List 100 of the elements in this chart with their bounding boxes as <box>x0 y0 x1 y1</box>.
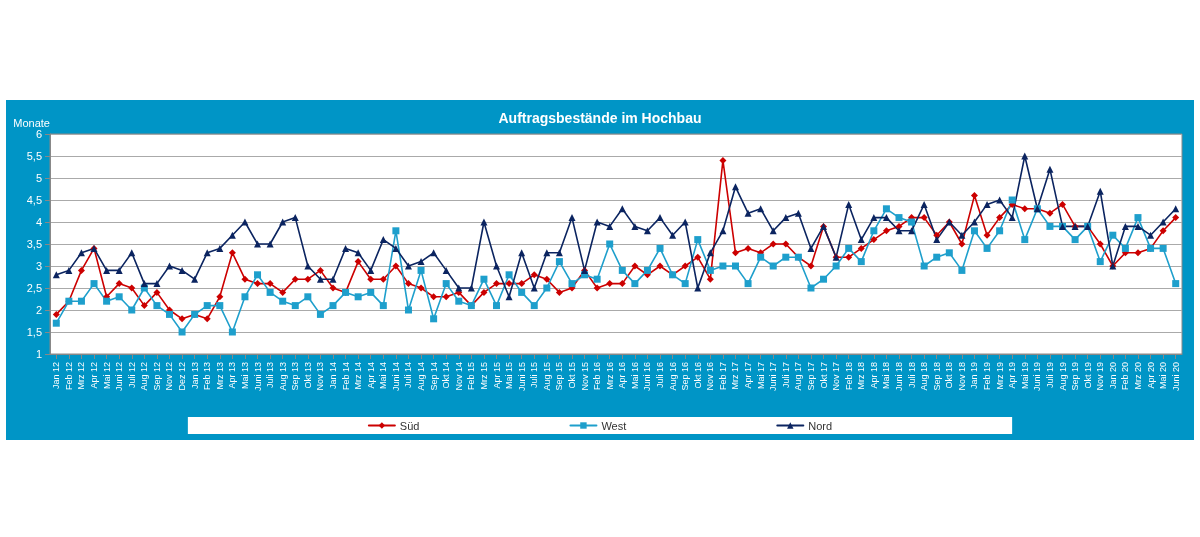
legend-label: Süd <box>399 419 420 432</box>
x-tick-label: Okt 17 <box>818 362 829 389</box>
x-tick-label: Aug 18 <box>919 362 930 391</box>
x-tick-label: Mai 18 <box>881 362 892 390</box>
x-tick-label: Apr 19 <box>1007 362 1018 389</box>
x-tick-label: Juli 17 <box>780 362 791 389</box>
x-tick-label: Mai 14 <box>378 362 389 390</box>
x-tick-label: Feb 16 <box>592 362 603 391</box>
x-tick-label: Aug 17 <box>793 362 804 391</box>
x-tick-label: Apr 18 <box>868 362 879 389</box>
y-tick-label: 3,5 <box>26 238 42 250</box>
x-tick-label: Feb 12 <box>63 362 74 391</box>
x-tick-label: Sep 12 <box>151 362 162 391</box>
x-tick-label: Feb 14 <box>340 362 351 391</box>
x-tick-label: Apr 20 <box>1145 362 1156 389</box>
x-tick-label: Apr 15 <box>491 362 502 389</box>
x-tick-label: Mai 19 <box>1019 362 1030 390</box>
y-tick-label: 2,5 <box>26 282 42 294</box>
x-tick-label: Mrz 18 <box>856 362 867 390</box>
x-tick-label: Mrz 16 <box>604 362 615 390</box>
x-tick-label: Jan 20 <box>1107 362 1118 390</box>
x-tick-label: Okt 15 <box>566 362 577 389</box>
y-axis-title: Monate <box>13 117 50 130</box>
x-tick-label: Juli 13 <box>265 362 276 389</box>
x-tick-label: Okt 18 <box>944 362 955 389</box>
x-tick-label: Juli 16 <box>655 362 666 389</box>
y-tick-label: 6 <box>35 128 42 140</box>
y-tick-label: 4 <box>35 216 42 228</box>
x-tick-label: Apr 14 <box>365 362 376 389</box>
x-tick-label: Mrz 17 <box>730 362 741 390</box>
x-tick-label: Nov 18 <box>956 362 967 391</box>
x-tick-label: Sep 19 <box>1070 362 1081 391</box>
y-tick-label: 1 <box>35 348 42 360</box>
y-tick-label: 5,5 <box>26 150 42 162</box>
y-tick-label: 2 <box>35 304 42 316</box>
x-tick-label: Aug 12 <box>139 362 150 391</box>
x-tick-label: Okt 19 <box>1082 362 1093 389</box>
x-tick-label: Jan 13 <box>189 362 200 390</box>
x-tick-label: Juni 16 <box>642 362 653 392</box>
x-tick-label: Feb 20 <box>1120 362 1131 391</box>
x-tick-label: Feb 13 <box>202 362 213 391</box>
y-tick-label: 4,5 <box>26 194 42 206</box>
x-tick-label: Jan 19 <box>969 362 980 390</box>
x-tick-label: Juni 13 <box>252 362 263 392</box>
x-tick-label: Apr 17 <box>743 362 754 389</box>
x-tick-label: Feb 18 <box>843 362 854 391</box>
x-tick-label: Juni 14 <box>390 362 401 392</box>
x-tick-label: Juli 14 <box>403 362 414 389</box>
x-tick-label: Okt 13 <box>302 362 313 389</box>
x-tick-label: Nov 16 <box>705 362 716 391</box>
y-tick-label: 5 <box>35 172 42 184</box>
x-tick-label: Feb 15 <box>466 362 477 391</box>
legend-label: West <box>601 419 627 432</box>
x-tick-label: Juni 19 <box>1032 362 1043 392</box>
x-tick-label: Mrz 15 <box>478 362 489 390</box>
x-tick-label: Aug 16 <box>667 362 678 391</box>
x-tick-label: Nov 14 <box>453 362 464 391</box>
y-tick-label: 3 <box>35 260 42 272</box>
x-tick-label: Aug 15 <box>541 362 552 391</box>
x-tick-label: Nov 17 <box>831 362 842 391</box>
x-tick-label: Jan 14 <box>328 362 338 390</box>
x-tick-label: Sep 13 <box>290 362 301 391</box>
x-tick-label: Mai 20 <box>1158 362 1169 390</box>
x-tick-label: Juni 17 <box>768 362 779 392</box>
x-tick-label: Mrz 13 <box>214 362 225 390</box>
x-tick-label: Sep 16 <box>680 362 691 391</box>
x-tick-label: Sep 17 <box>805 362 816 391</box>
y-tick-label: 1,5 <box>26 326 42 338</box>
x-tick-label: Okt 14 <box>441 362 452 389</box>
x-tick-label: Mrz 20 <box>1132 362 1143 390</box>
x-tick-label: Jan 12 <box>51 362 62 390</box>
x-tick-label: Aug 13 <box>277 362 288 391</box>
x-tick-label: Nov 13 <box>315 362 326 391</box>
x-tick-label: Mai 13 <box>239 362 250 390</box>
x-tick-label: Apr 12 <box>89 362 100 389</box>
x-tick-label: Feb 19 <box>982 362 993 391</box>
x-tick-label: Mai 17 <box>755 362 766 390</box>
x-tick-label: Apr 13 <box>227 362 238 389</box>
x-tick-label: Aug 19 <box>1057 362 1068 391</box>
x-tick-label: Mrz 19 <box>994 362 1005 390</box>
x-tick-label: Feb 17 <box>717 362 728 391</box>
x-tick-label: Sep 14 <box>428 362 439 391</box>
x-tick-label: Aug 14 <box>416 362 427 391</box>
x-tick-label: Sep 18 <box>931 362 942 391</box>
x-tick-label: Dez 12 <box>177 362 188 391</box>
x-tick-label: Juni 12 <box>114 362 125 392</box>
x-tick-label: Mai 16 <box>629 362 640 390</box>
x-tick-label: Juni 18 <box>894 362 904 392</box>
x-tick-label: Mai 12 <box>101 362 112 390</box>
x-tick-label: Nov 19 <box>1095 362 1106 391</box>
x-tick-label: Mrz 14 <box>353 362 364 390</box>
x-tick-label: Juli 12 <box>126 362 137 389</box>
chart-title: Auftragsbestände im Hochbau <box>498 110 702 126</box>
x-tick-label: Juli 18 <box>906 362 917 389</box>
x-tick-label: Nov 12 <box>164 362 175 391</box>
x-tick-label: Juli 15 <box>529 362 540 389</box>
x-tick-label: Juni 15 <box>516 362 527 392</box>
x-tick-label: Okt 16 <box>692 362 703 389</box>
x-tick-label: Nov 15 <box>579 362 590 391</box>
x-tick-label: Mrz 12 <box>76 362 87 390</box>
